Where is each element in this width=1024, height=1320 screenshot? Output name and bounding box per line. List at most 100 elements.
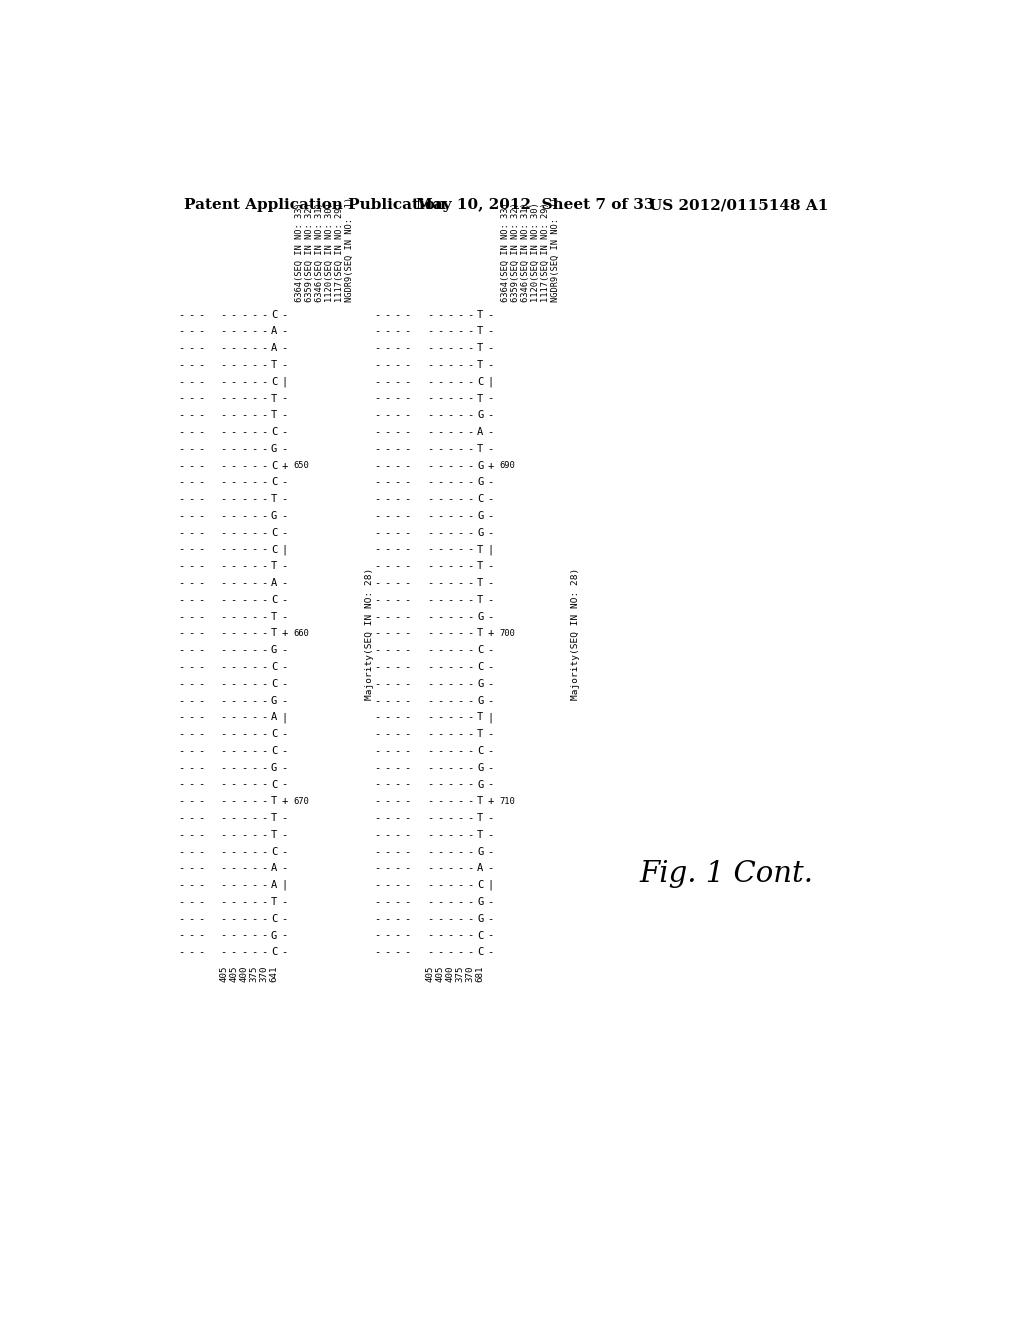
Text: -: - (446, 511, 454, 521)
Text: -: - (241, 343, 247, 354)
Text: -: - (467, 645, 473, 655)
Text: -: - (230, 913, 237, 924)
Text: G: G (477, 528, 483, 537)
Text: -: - (199, 411, 205, 420)
Text: -: - (457, 545, 463, 554)
Text: -: - (457, 746, 463, 756)
Text: 1117(SEQ IN NO: 29): 1117(SEQ IN NO: 29) (335, 202, 344, 302)
Text: -: - (241, 813, 247, 824)
Text: -: - (261, 729, 267, 739)
Text: -: - (457, 729, 463, 739)
Text: 370: 370 (259, 965, 268, 982)
Text: C: C (271, 846, 278, 857)
Text: -: - (467, 393, 473, 404)
Text: G: G (271, 511, 278, 521)
Text: -: - (261, 713, 267, 722)
Text: -: - (261, 780, 267, 789)
Text: -: - (220, 880, 227, 890)
Text: G: G (477, 846, 483, 857)
Text: G: G (477, 696, 483, 706)
Text: -: - (375, 628, 381, 639)
Text: -: - (188, 863, 195, 874)
Text: T: T (271, 830, 278, 840)
Text: -: - (261, 511, 267, 521)
Text: -: - (457, 780, 463, 789)
Text: -: - (178, 376, 184, 387)
Text: -: - (261, 645, 267, 655)
Text: -: - (394, 478, 400, 487)
Text: -: - (384, 729, 391, 739)
Text: -: - (394, 678, 400, 689)
Text: -: - (241, 611, 247, 622)
Text: -: - (220, 948, 227, 957)
Text: -: - (437, 595, 443, 605)
Text: -: - (394, 393, 400, 404)
Text: -: - (188, 663, 195, 672)
Text: +: + (487, 796, 494, 807)
Text: -: - (251, 931, 257, 941)
Text: -: - (427, 863, 433, 874)
Text: -: - (427, 528, 433, 537)
Text: -: - (457, 813, 463, 824)
Text: -: - (467, 863, 473, 874)
Text: -: - (251, 898, 257, 907)
Text: 400: 400 (445, 965, 455, 982)
Text: -: - (220, 813, 227, 824)
Text: -: - (375, 663, 381, 672)
Text: -: - (467, 763, 473, 772)
Text: -: - (251, 376, 257, 387)
Text: -: - (394, 780, 400, 789)
Text: -: - (384, 796, 391, 807)
Text: -: - (384, 478, 391, 487)
Text: -: - (467, 611, 473, 622)
Text: -: - (281, 478, 288, 487)
Text: C: C (271, 780, 278, 789)
Text: -: - (188, 310, 195, 319)
Text: -: - (199, 813, 205, 824)
Text: -: - (178, 411, 184, 420)
Text: -: - (220, 796, 227, 807)
Text: -: - (199, 898, 205, 907)
Text: -: - (375, 595, 381, 605)
Text: -: - (251, 561, 257, 572)
Text: -: - (427, 846, 433, 857)
Text: -: - (437, 326, 443, 337)
Text: -: - (384, 713, 391, 722)
Text: US 2012/0115148 A1: US 2012/0115148 A1 (649, 198, 828, 213)
Text: -: - (427, 663, 433, 672)
Text: -: - (457, 310, 463, 319)
Text: -: - (241, 528, 247, 537)
Text: -: - (261, 763, 267, 772)
Text: -: - (375, 763, 381, 772)
Text: -: - (437, 545, 443, 554)
Text: -: - (241, 645, 247, 655)
Text: -: - (220, 846, 227, 857)
Text: -: - (467, 830, 473, 840)
Text: -: - (457, 461, 463, 471)
Text: -: - (427, 511, 433, 521)
Text: -: - (457, 863, 463, 874)
Text: -: - (384, 663, 391, 672)
Text: -: - (251, 763, 257, 772)
Text: -: - (384, 696, 391, 706)
Text: -: - (394, 444, 400, 454)
Text: -: - (446, 948, 454, 957)
Text: -: - (199, 545, 205, 554)
Text: C: C (271, 678, 278, 689)
Text: -: - (446, 326, 454, 337)
Text: -: - (241, 360, 247, 370)
Text: -: - (427, 880, 433, 890)
Text: 375: 375 (456, 965, 465, 982)
Text: -: - (487, 611, 494, 622)
Text: -: - (427, 444, 433, 454)
Text: -: - (230, 411, 237, 420)
Text: C: C (271, 948, 278, 957)
Text: -: - (384, 913, 391, 924)
Text: -: - (199, 611, 205, 622)
Text: |: | (487, 376, 494, 387)
Text: -: - (467, 478, 473, 487)
Text: -: - (427, 713, 433, 722)
Text: -: - (487, 763, 494, 772)
Text: -: - (178, 813, 184, 824)
Text: -: - (446, 393, 454, 404)
